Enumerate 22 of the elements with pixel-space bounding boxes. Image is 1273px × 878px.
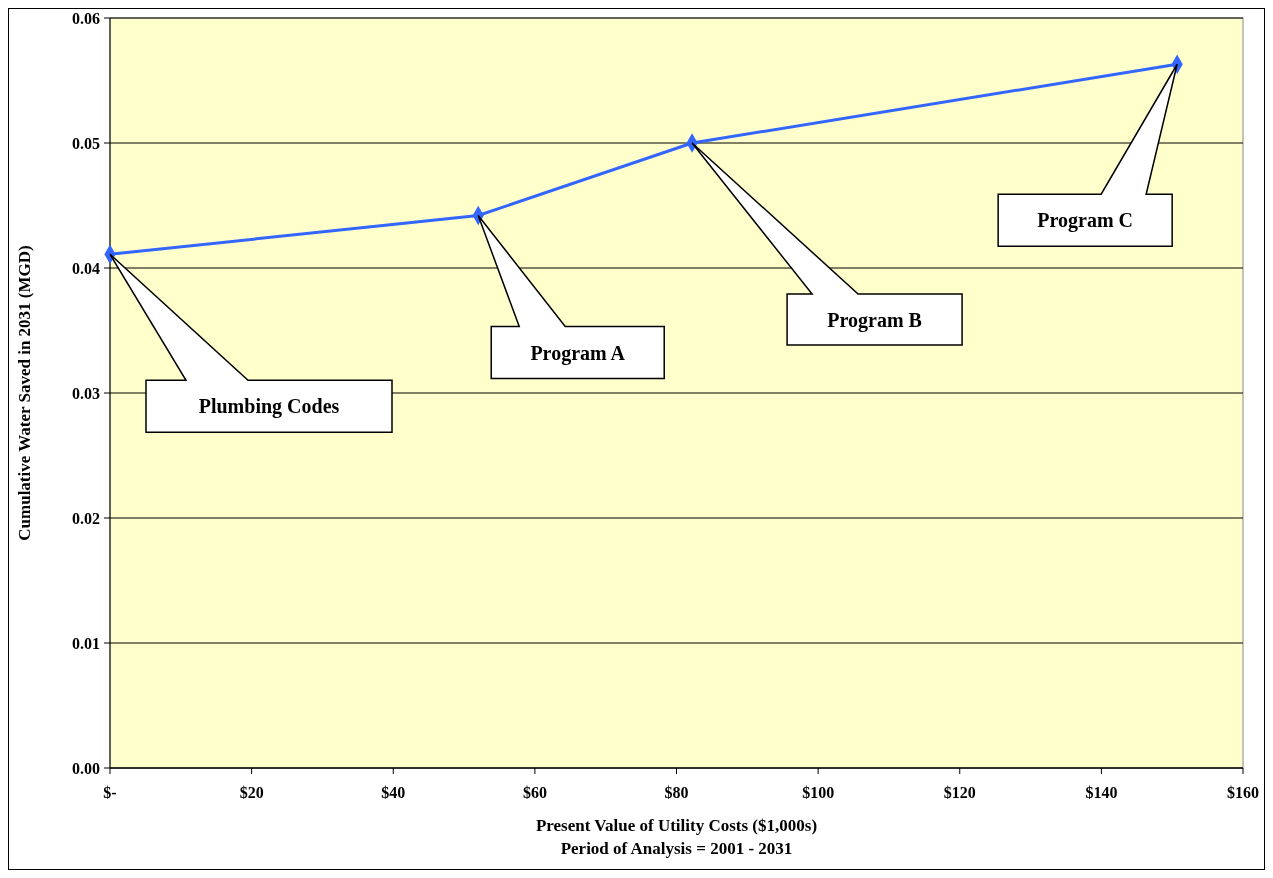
y-tick-label: 0.04 [72, 259, 100, 277]
annotation: Program A [530, 341, 626, 365]
x-tick-label: $120 [943, 784, 976, 801]
x-tick-label: $140 [1085, 784, 1118, 801]
x-tick-label: $80 [664, 784, 689, 801]
annotation: Program C [1037, 209, 1133, 233]
y-tick-label: 0.03 [72, 384, 100, 402]
y-axis-title: Cumulative Water Saved in 2031 (MGD) [15, 245, 34, 541]
x-tick-label: $160 [1227, 784, 1259, 801]
x-tick-label: $20 [239, 784, 264, 801]
y-tick-label: 0.06 [72, 9, 100, 27]
annotation: Plumbing Codes [198, 395, 340, 419]
x-tick-label: $- [103, 784, 117, 801]
y-tick-label: 0.05 [72, 134, 100, 152]
x-tick-label: $40 [381, 784, 406, 801]
annotation: Program B [827, 308, 922, 332]
x-tick-label: $60 [522, 784, 547, 801]
y-tick-label: 0.01 [72, 634, 100, 652]
x-axis-title: Present Value of Utility Costs ($1,000s) Period of Analysis = 2001 - 2031 [535, 816, 818, 858]
y-tick-label: 0.02 [72, 509, 100, 527]
y-tick-label: 0.00 [72, 759, 100, 777]
x-tick-label: $100 [802, 784, 835, 801]
